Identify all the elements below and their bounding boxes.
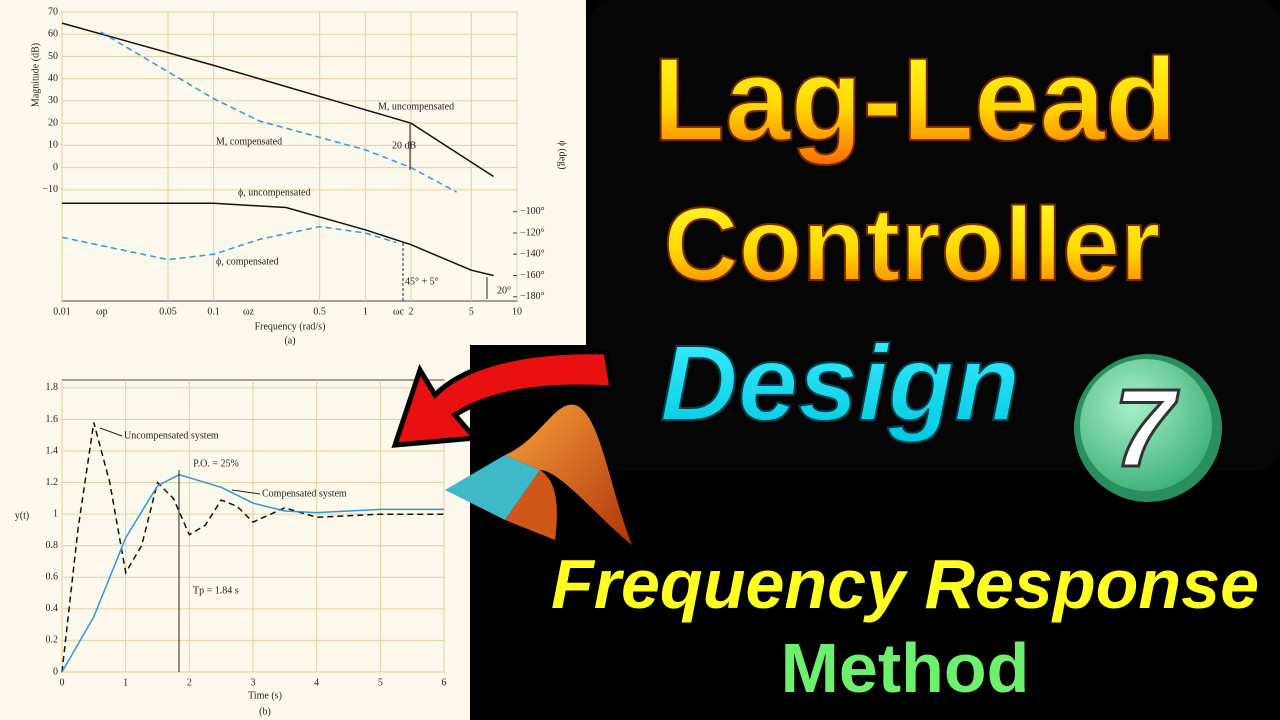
x-tick-label: 5 <box>378 677 383 688</box>
y-tick-label: 1.2 <box>46 477 59 488</box>
annotation: 20° <box>497 285 511 296</box>
title-line: Lag-Lead <box>653 34 1178 166</box>
badge-face <box>1080 359 1212 491</box>
series-line <box>62 202 494 277</box>
y-tick-label: 0.6 <box>46 572 59 583</box>
y-tick-label: 0 <box>53 666 58 677</box>
series-label: M, uncompensated <box>378 101 454 112</box>
y2-tick-label: −100° <box>520 206 545 217</box>
y2-axis-label: ϕ (deg) <box>557 141 568 170</box>
x-tick-label: 0.5 <box>313 306 326 317</box>
y-tick-label: 10 <box>48 140 58 151</box>
y2-tick-label: −160° <box>520 270 545 281</box>
annotation: Tp = 1.84 s <box>193 585 239 596</box>
y-tick-label: 50 <box>48 51 58 62</box>
title-line: Design <box>660 322 1020 443</box>
x-tick-label: 0.1 <box>207 306 220 317</box>
y-tick-label: 1.8 <box>46 382 59 393</box>
panel-b <box>0 345 470 720</box>
annotation: 45° + 5° <box>405 276 439 287</box>
y-tick-label: 1.6 <box>46 414 59 425</box>
y2-tick-label: −120° <box>520 227 545 238</box>
episode-number: 7 <box>1113 367 1179 490</box>
y-tick-label: 60 <box>48 29 58 40</box>
y2-tick-label: −180° <box>520 291 545 302</box>
x-tick-label: 3 <box>251 677 256 688</box>
y-tick-label: 0.8 <box>46 540 59 551</box>
y-tick-label: 30 <box>48 95 58 106</box>
leader <box>231 489 261 495</box>
x-axis-label: Frequency (rad/s) <box>255 321 326 332</box>
annotation: ωp <box>96 306 108 317</box>
y-tick-label: 20 <box>48 117 58 128</box>
y-tick-label: −10 <box>42 184 58 195</box>
bode-chart: 0.01 0.05 0.1 0.5 1 2 5 10 70 60 50 40 30 20 10 0 −10 −10… <box>30 6 567 346</box>
series-label: Uncompensated system <box>124 430 219 441</box>
title-line: Controller <box>664 187 1161 303</box>
y-tick-label: 70 <box>48 6 58 17</box>
series-line <box>61 22 494 178</box>
x-tick-label: 5 <box>469 306 474 317</box>
x-tick-label: 1 <box>123 677 128 688</box>
y-tick-label: 1 <box>53 508 58 519</box>
y-tick-label: 0.4 <box>46 603 59 614</box>
x-tick-label: 0.05 <box>159 306 177 317</box>
x-tick-label: 4 <box>314 677 319 688</box>
annotation: ωc <box>393 306 405 317</box>
x-tick-label: 0 <box>60 677 65 688</box>
y-tick-label: 0 <box>53 162 58 173</box>
subtitle-line: Frequency Response <box>551 545 1259 623</box>
series-label: M, compensated <box>216 136 282 147</box>
y-axis-label: y(t) <box>15 510 29 521</box>
x-tick-label: 2 <box>408 306 413 317</box>
series-line <box>61 422 444 673</box>
y-tick-label: 1.4 <box>46 445 59 456</box>
logo-part <box>505 470 557 540</box>
x-tick-label: 0.01 <box>53 306 71 317</box>
x-axis-label: Time (s) <box>248 690 282 701</box>
caption: (a) <box>284 335 295 346</box>
series-line <box>61 473 444 673</box>
series-label: Compensated system <box>262 488 347 499</box>
annotation: P.O. = 25% <box>193 458 239 469</box>
series-label: ϕ, uncompensated <box>238 187 310 198</box>
y-tick-label: 40 <box>48 73 58 84</box>
logo-part <box>505 404 632 545</box>
title-box <box>590 0 1280 470</box>
x-tick-label: 1 <box>363 306 368 317</box>
caption: (b) <box>259 706 271 717</box>
series-line <box>61 225 397 261</box>
logo-part <box>445 455 540 520</box>
y-axis-label: Magnitude (dB) <box>30 43 41 107</box>
arrow <box>391 349 615 448</box>
x-tick-label: 6 <box>442 677 447 688</box>
y2-tick-label: −140° <box>520 249 545 260</box>
series-label: ϕ, compensated <box>216 256 278 267</box>
x-tick-label: 2 <box>187 677 192 688</box>
x-tick-label: 10 <box>512 306 522 317</box>
leader <box>99 427 123 437</box>
annotation: 20 dB <box>392 140 417 151</box>
annotation: ωz <box>243 306 255 317</box>
step-chart: 0 1 2 3 4 5 6 0 0.2 0.4 0.6 0.8 1 1.2 1.4 1.6 1.8 Time (s… <box>15 379 447 717</box>
subtitle-line: Method <box>781 629 1030 707</box>
y-tick-label: 0.2 <box>46 635 59 646</box>
